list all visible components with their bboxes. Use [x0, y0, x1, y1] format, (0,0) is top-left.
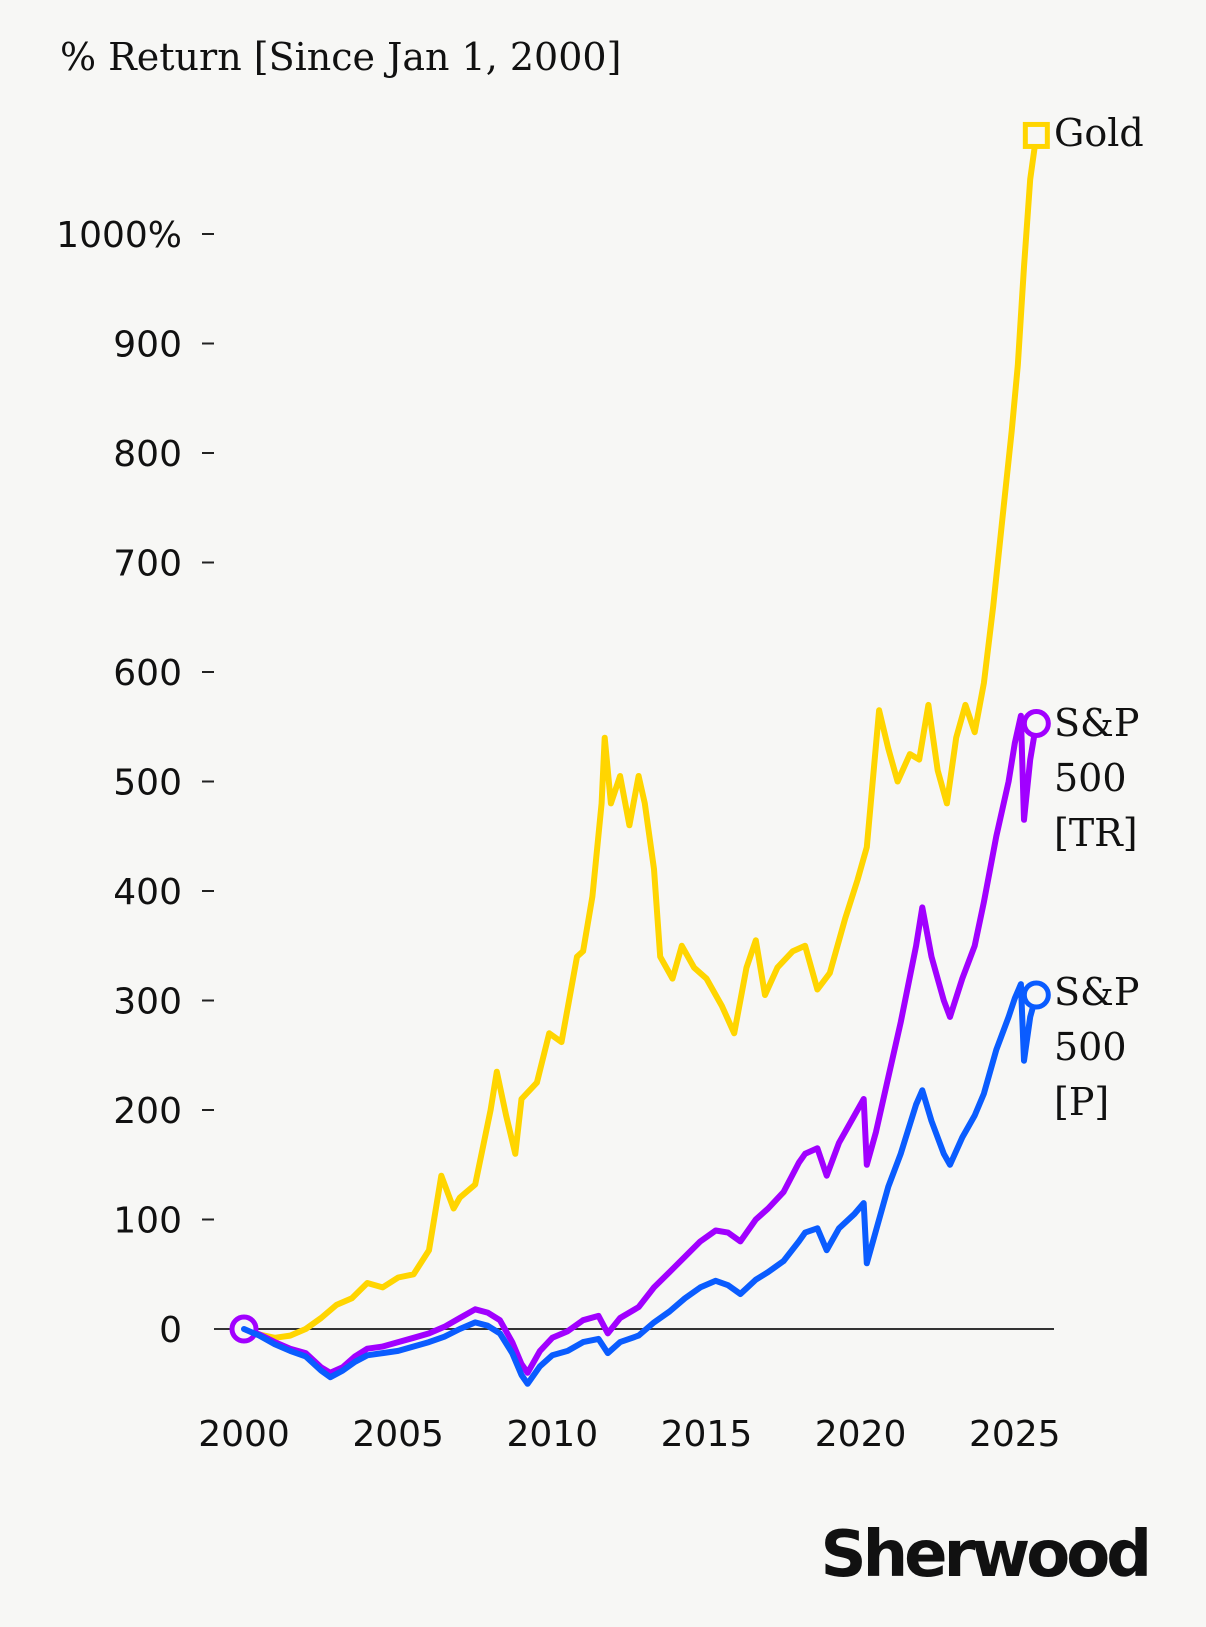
chart-title: % Return [Since Jan 1, 2000]: [60, 35, 621, 79]
series-end-marker: [1021, 980, 1051, 1010]
y-tick-label: 500: [113, 763, 182, 804]
series-line-1: [241, 712, 1040, 1376]
series-line-2: [241, 981, 1040, 1387]
y-tick-label: 800: [113, 434, 182, 475]
y-tick-label: 300: [113, 982, 182, 1023]
y-tick-label: 400: [113, 872, 182, 913]
sherwood-logo: Sherwood: [821, 1518, 1149, 1592]
series-line-0: [241, 132, 1040, 1341]
series-end-marker: [1022, 121, 1050, 149]
y-axis: 0 100 200 300 400 500 600 700 800 900 1000%: [56, 215, 214, 1351]
y-tick-label: 100: [113, 1201, 182, 1242]
series-label: S&P: [1054, 970, 1139, 1014]
series-label: Gold: [1054, 111, 1144, 155]
x-tick-label: 2010: [506, 1414, 598, 1455]
series-label: 500: [1054, 756, 1127, 800]
x-tick-label: 2000: [198, 1414, 290, 1455]
series-label: 500: [1054, 1025, 1127, 1069]
series-label: [P]: [1054, 1080, 1109, 1124]
series-layer: [229, 121, 1051, 1387]
x-tick-label: 2005: [352, 1414, 444, 1455]
y-tick-label: 600: [113, 653, 182, 694]
x-tick-label: 2025: [969, 1414, 1061, 1455]
series-end-marker: [1021, 708, 1051, 738]
y-tick-label: 200: [113, 1091, 182, 1132]
series-labels: Gold S&P 500 [TR] S&P 500 [P]: [1054, 111, 1144, 1124]
series-label: S&P: [1054, 701, 1139, 745]
y-tick-label: 0: [159, 1310, 182, 1351]
x-axis: 2000 2005 2010 2015 2020 2025: [198, 1414, 1060, 1455]
x-tick-label: 2020: [815, 1414, 907, 1455]
y-tick-label: 700: [113, 544, 182, 585]
y-tick-label: 1000%: [56, 215, 182, 256]
series-label: [TR]: [1054, 811, 1138, 855]
y-tick-label: 900: [113, 325, 182, 366]
x-tick-label: 2015: [661, 1414, 753, 1455]
